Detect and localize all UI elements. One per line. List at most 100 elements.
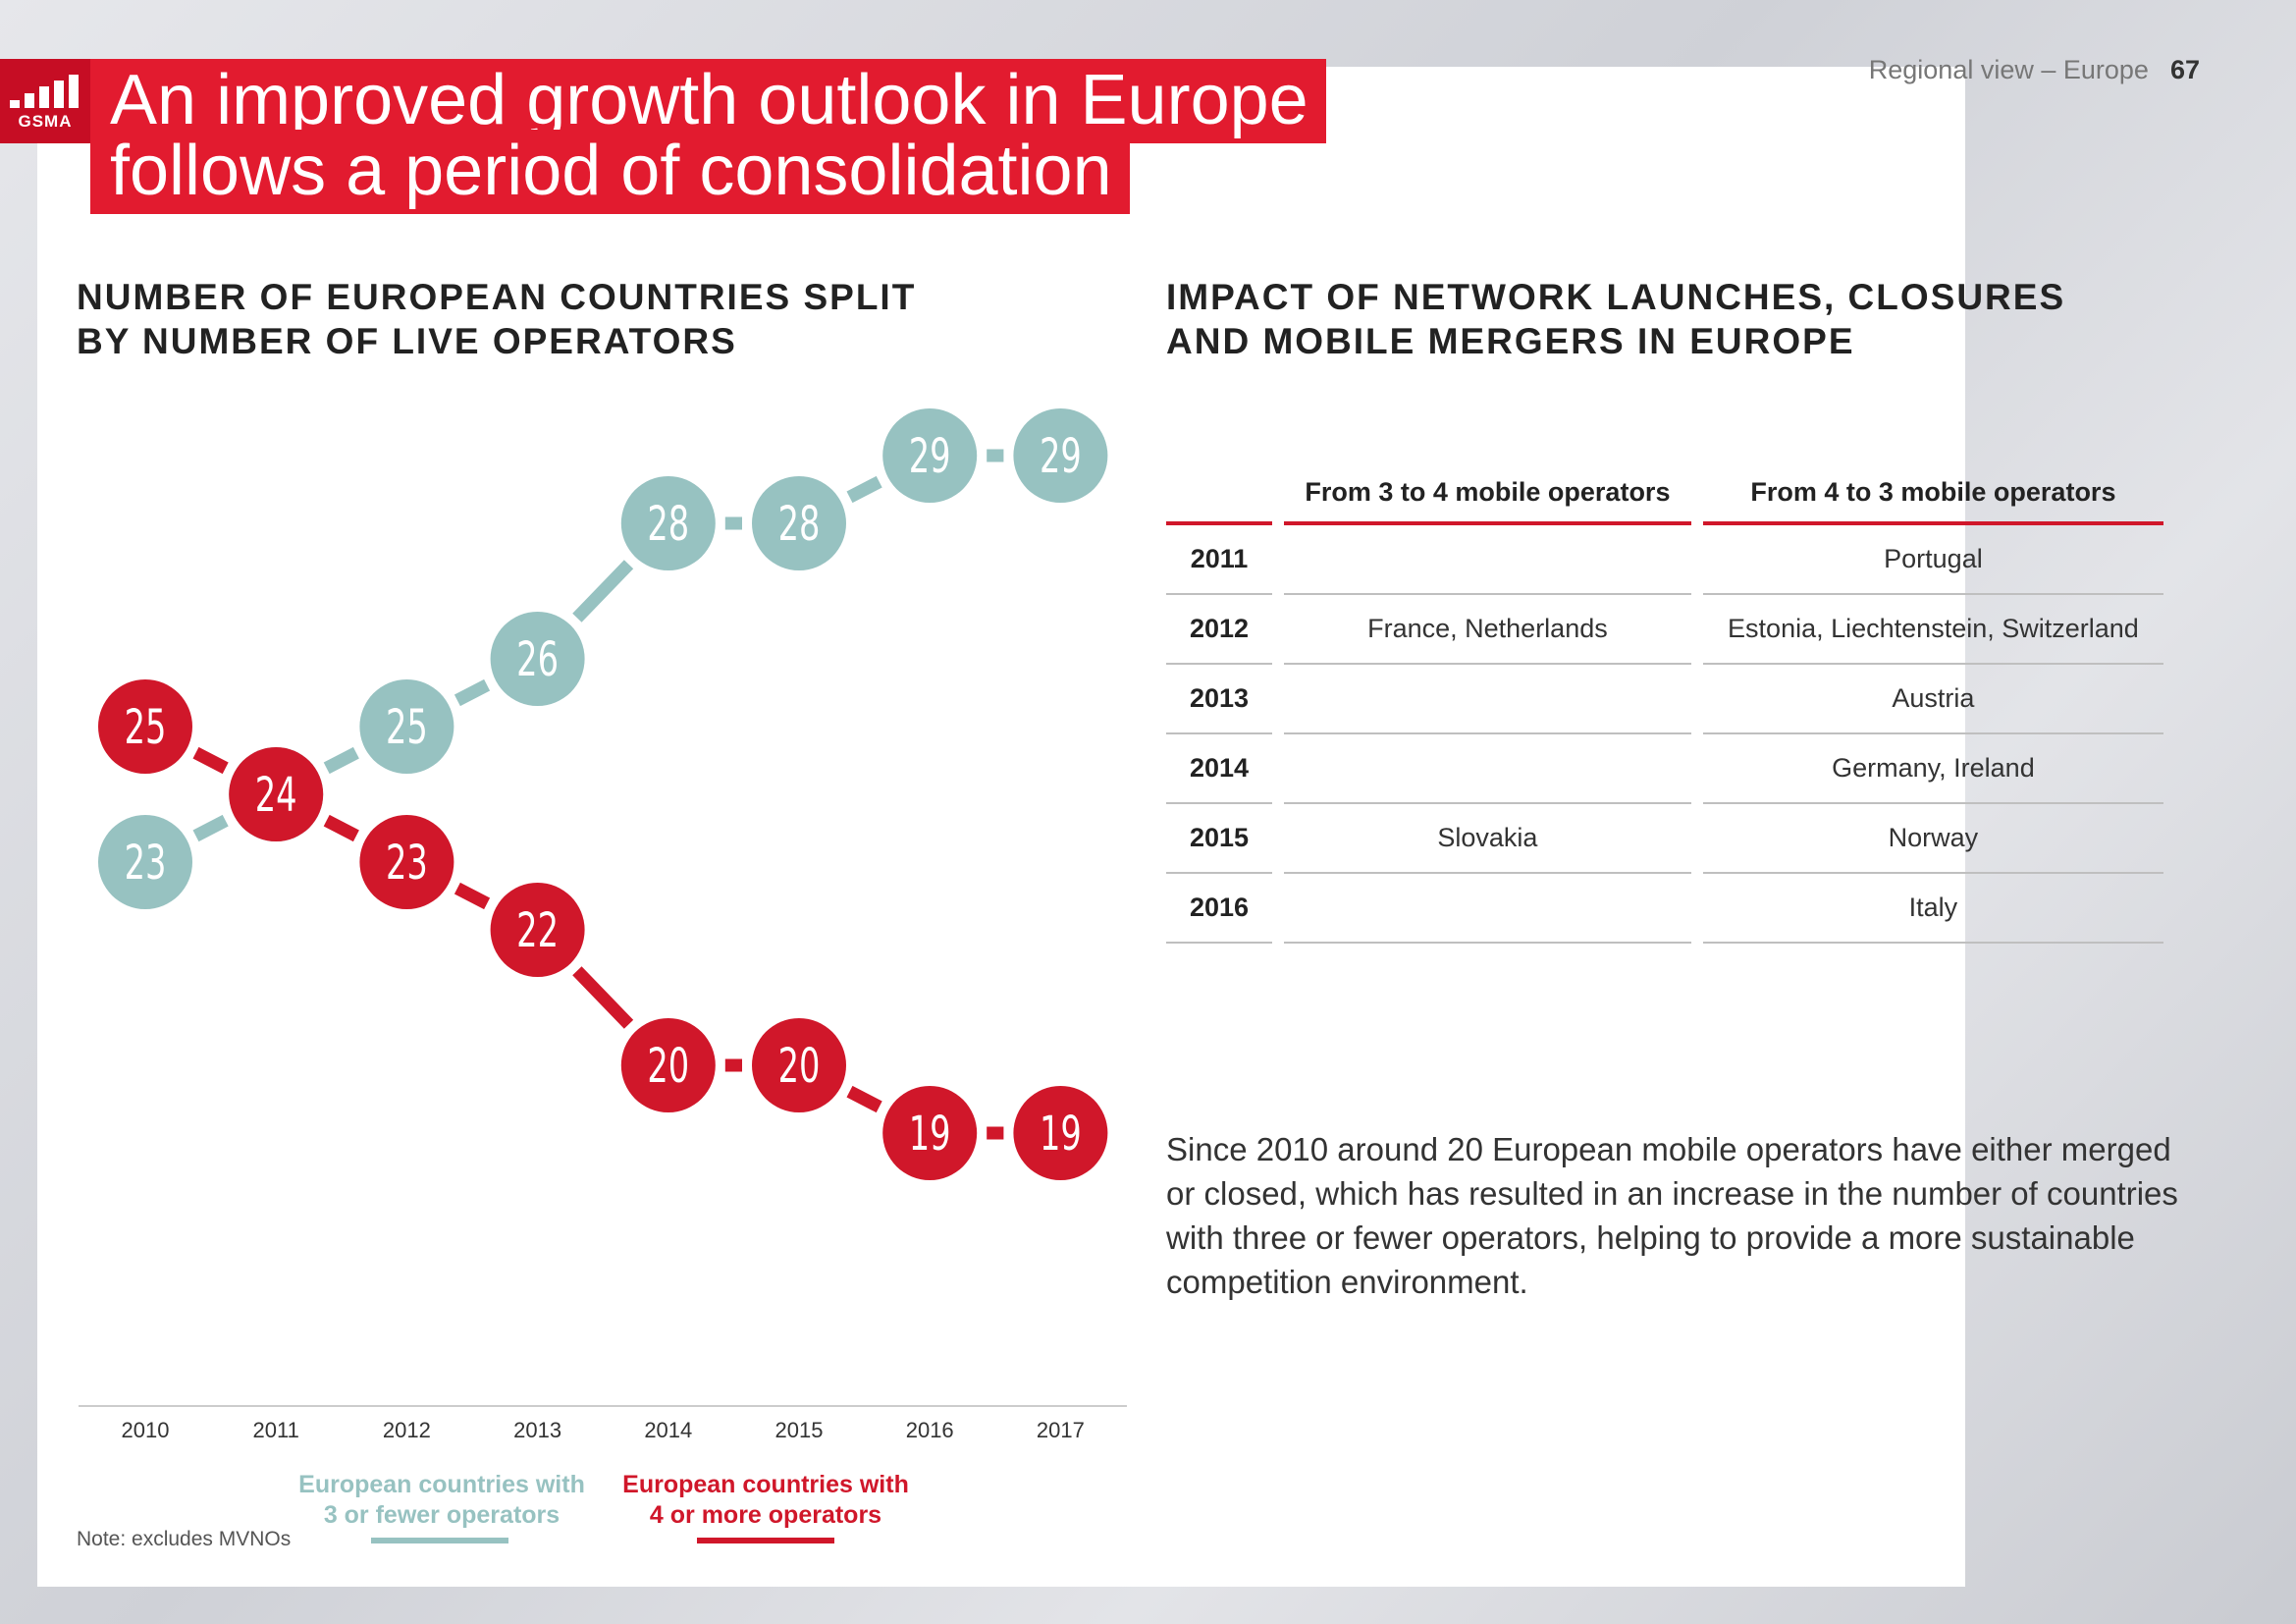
- data-label-four-or-more-2017: 19: [1040, 1108, 1082, 1163]
- left-title-line-1: NUMBER OF EUROPEAN COUNTRIES SPLIT: [77, 277, 917, 317]
- data-label-four-or-more-2011: 24: [255, 769, 297, 824]
- connector-four-or-more-2010-2011: [192, 746, 229, 775]
- data-label-three-or-fewer-2014: 28: [647, 498, 689, 553]
- row-4-to-3: Norway: [1702, 804, 2163, 874]
- row-3-to-4: France, Netherlands: [1284, 595, 1691, 665]
- point-four-or-more-2010: [98, 679, 192, 774]
- legend-teal-line-2: 3 or fewer operators: [323, 1501, 561, 1529]
- data-label-three-or-fewer-2013: 26: [516, 633, 559, 688]
- left-chart-title: NUMBER OF EUROPEAN COUNTRIES SPLIT BY NU…: [77, 275, 1107, 363]
- table-header-4-to-3: From 4 to 3 mobile operators: [1702, 465, 2163, 525]
- data-label-four-or-more-2014: 20: [647, 1040, 689, 1095]
- connector-three-or-fewer-2013-2014: [572, 560, 634, 623]
- data-label-four-or-more-2012: 23: [386, 837, 428, 892]
- table-row: 2016 Italy: [1166, 874, 2163, 944]
- row-3-to-4: Slovakia: [1284, 804, 1691, 874]
- legend-three-or-fewer: European countries with 3 or fewer opera…: [285, 1470, 599, 1531]
- legend-red-line-1: European countries with: [622, 1471, 909, 1498]
- table-row: 2015 Slovakia Norway: [1166, 804, 2163, 874]
- data-label-four-or-more-2015: 20: [778, 1040, 821, 1095]
- connector-three-or-fewer-2015-2016: [846, 475, 882, 504]
- right-title-line-1: IMPACT OF NETWORK LAUNCHES, CLOSURES: [1166, 277, 2066, 317]
- point-three-or-fewer-2013: [490, 612, 585, 706]
- x-tick-2015: 2015: [775, 1418, 824, 1442]
- row-year: 2013: [1166, 665, 1272, 734]
- mergers-table: From 3 to 4 mobile operators From 4 to 3…: [1154, 465, 2175, 944]
- data-label-three-or-fewer-2012: 25: [386, 701, 428, 756]
- connector-three-or-fewer-2012-2013: [454, 678, 491, 707]
- x-tick-2013: 2013: [513, 1418, 561, 1442]
- point-four-or-more-2015: [752, 1018, 846, 1112]
- point-four-or-more-2017: [1013, 1086, 1108, 1180]
- x-tick-2016: 2016: [906, 1418, 954, 1442]
- legend-four-or-more: European countries with 4 or more operat…: [609, 1470, 923, 1531]
- data-label-three-or-fewer-2017: 29: [1040, 430, 1082, 485]
- table-header-year: [1166, 465, 1272, 525]
- connector-four-or-more-2011-2012: [323, 814, 359, 842]
- signal-bars-icon: [10, 75, 80, 108]
- row-year: 2015: [1166, 804, 1272, 874]
- chart-note: Note: excludes MVNOs: [77, 1528, 292, 1550]
- chart-connectors: [192, 449, 1004, 1140]
- page-title-line-1: An improved growth outlook in Europe: [90, 59, 1326, 143]
- point-three-or-fewer-2016: [882, 408, 978, 503]
- point-three-or-fewer-2015: [752, 476, 846, 570]
- point-three-or-fewer-2012: [359, 679, 454, 774]
- row-4-to-3: Austria: [1702, 665, 2163, 734]
- legend-red-swatch: [697, 1538, 834, 1543]
- point-three-or-fewer-2017: [1013, 408, 1108, 503]
- x-tick-2017: 2017: [1037, 1418, 1085, 1442]
- table-row: 2012 France, Netherlands Estonia, Liecht…: [1166, 595, 2163, 665]
- page-title-line-2: follows a period of consolidation: [90, 130, 1130, 214]
- right-table-title: IMPACT OF NETWORK LAUNCHES, CLOSURES AND…: [1166, 275, 2197, 363]
- point-three-or-fewer-2014: [620, 476, 716, 570]
- row-year: 2011: [1166, 525, 1272, 595]
- row-year: 2012: [1166, 595, 1272, 665]
- logo-text: GSMA: [18, 112, 73, 131]
- row-4-to-3: Germany, Ireland: [1702, 734, 2163, 804]
- left-title-line-2: BY NUMBER OF LIVE OPERATORS: [77, 321, 737, 361]
- data-label-four-or-more-2010: 25: [125, 701, 167, 756]
- row-3-to-4: [1284, 734, 1691, 804]
- summary-paragraph: Since 2010 around 20 European mobile ope…: [1166, 1131, 2178, 1300]
- row-year: 2014: [1166, 734, 1272, 804]
- point-four-or-more-2013: [490, 883, 585, 977]
- x-tick-2012: 2012: [383, 1418, 431, 1442]
- data-label-three-or-fewer-2010: 23: [125, 837, 167, 892]
- data-label-three-or-fewer-2016: 29: [909, 430, 951, 485]
- data-label-four-or-more-2016: 19: [909, 1108, 951, 1163]
- point-four-or-more-2016: [882, 1086, 978, 1180]
- data-label-three-or-fewer-2015: 28: [778, 498, 821, 553]
- right-title-line-2: AND MOBILE MERGERS IN EUROPE: [1166, 321, 1855, 361]
- point-four-or-more-2012: [359, 815, 454, 909]
- x-tick-2011: 2011: [253, 1418, 299, 1442]
- row-3-to-4: [1284, 525, 1691, 595]
- point-four-or-more-2014: [620, 1018, 716, 1112]
- row-4-to-3: Portugal: [1702, 525, 2163, 595]
- connector-four-or-more-2012-2013: [454, 882, 491, 910]
- chart-points: 23242526282829292524232220201919: [98, 408, 1108, 1180]
- table-row: 2014 Germany, Ireland: [1166, 734, 2163, 804]
- point-four-or-more-2011: [229, 747, 324, 841]
- row-year: 2016: [1166, 874, 1272, 944]
- connector-three-or-fewer-2010-2011: [192, 814, 229, 842]
- connector-four-or-more-2015-2016: [846, 1085, 882, 1113]
- x-tick-labels: 2010 2011 2012 2013 2014 2015 2016 2017: [122, 1418, 1085, 1442]
- x-tick-2014: 2014: [644, 1418, 692, 1442]
- x-tick-2010: 2010: [122, 1418, 170, 1442]
- table-row: 2013 Austria: [1166, 665, 2163, 734]
- legend-teal-line-1: European countries with: [298, 1471, 585, 1498]
- gsma-logo: GSMA: [0, 59, 90, 143]
- table-row: 2011 Portugal: [1166, 525, 2163, 595]
- page-sheet: [37, 67, 1965, 1587]
- row-3-to-4: [1284, 874, 1691, 944]
- table-header-row: From 3 to 4 mobile operators From 4 to 3…: [1166, 465, 2163, 525]
- data-label-four-or-more-2013: 22: [516, 904, 559, 959]
- row-3-to-4: [1284, 665, 1691, 734]
- section-label: Regional view – Europe: [1868, 55, 2149, 84]
- legend-red-line-2: 4 or more operators: [649, 1501, 882, 1529]
- connector-three-or-fewer-2011-2012: [323, 746, 359, 775]
- table-header-3-to-4: From 3 to 4 mobile operators: [1284, 465, 1691, 525]
- page-number: 67: [2169, 55, 2200, 84]
